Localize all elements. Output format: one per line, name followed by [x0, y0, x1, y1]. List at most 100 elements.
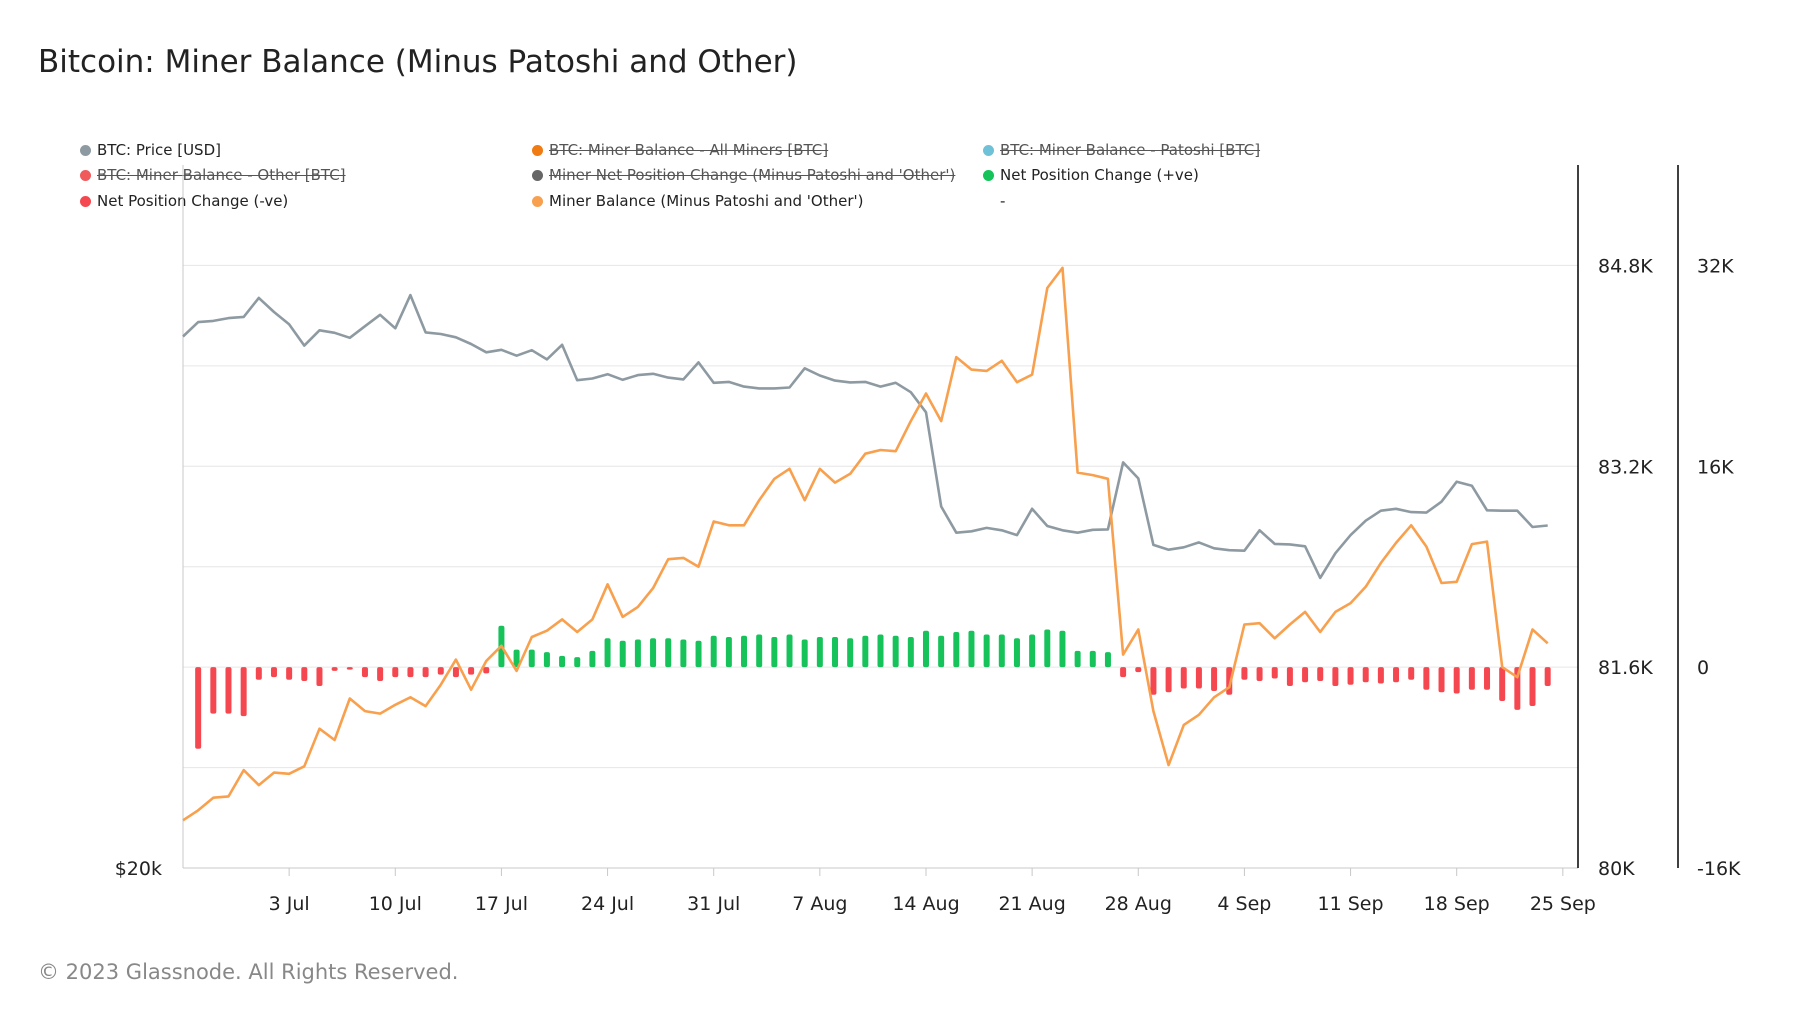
net-position-bar	[1468, 667, 1475, 690]
legend-item[interactable]: Miner Net Position Change (Minus Patoshi…	[532, 166, 955, 184]
legend-dot-icon	[80, 144, 91, 156]
net-position-bar	[907, 637, 914, 668]
net-position-bar	[1211, 667, 1218, 691]
legend-item[interactable]: Net Position Change (+ve)	[983, 166, 1199, 184]
net-position-bar	[543, 652, 550, 668]
net-position-bar	[1286, 667, 1293, 686]
net-position-bar	[1393, 667, 1400, 683]
net-position-bar	[513, 649, 520, 668]
legend-item[interactable]: BTC: Miner Balance - Other [BTC]	[80, 166, 346, 184]
net-position-bar	[437, 667, 444, 675]
net-position-bar	[922, 630, 929, 668]
net-position-bar	[1241, 667, 1248, 680]
legend-dot-icon	[80, 169, 91, 181]
net-position-bar	[195, 667, 202, 749]
net-position-bar	[422, 667, 429, 678]
x-tick-label: 18 Sep	[1424, 893, 1490, 915]
balance-tick-label: 81.6K	[1598, 657, 1653, 679]
net-position-bar	[346, 667, 353, 670]
net-position-bar	[589, 650, 596, 668]
legend-item[interactable]: Miner Balance (Minus Patoshi and 'Other'…	[532, 192, 864, 210]
chart-axes	[182, 165, 1679, 869]
net-position-bar	[1438, 667, 1445, 693]
net-position-bar	[756, 634, 763, 668]
net-position-bar	[1514, 667, 1521, 710]
legend-item[interactable]: BTC: Miner Balance - All Miners [BTC]	[532, 141, 828, 159]
legend-dot-icon	[983, 144, 994, 156]
net-position-bar	[1484, 667, 1491, 690]
legend-dot-icon	[532, 195, 543, 207]
net-position-bar	[483, 667, 490, 674]
net-position-bar	[1362, 667, 1369, 683]
position-tick-label: 32K	[1697, 255, 1734, 277]
net-position-bar	[968, 630, 975, 668]
net-position-bar	[847, 638, 854, 668]
net-position-bar	[392, 667, 399, 678]
legend-dot-icon	[983, 169, 994, 181]
net-position-bar	[650, 638, 657, 668]
net-position-bar	[695, 640, 702, 668]
net-position-bar	[1150, 667, 1157, 695]
net-position-bar	[680, 639, 687, 668]
balance-tick-label: 80K	[1598, 858, 1635, 880]
net-position-bar	[665, 638, 672, 668]
net-position-bar	[1332, 667, 1339, 686]
x-tick-label: 28 Aug	[1105, 893, 1172, 915]
net-position-bar	[1089, 650, 1096, 668]
legend-item[interactable]: BTC: Miner Balance - Patoshi [BTC]	[983, 141, 1260, 159]
balance-tick-label: 84.8K	[1598, 255, 1653, 277]
x-tick-label: 21 Aug	[998, 893, 1065, 915]
legend-item[interactable]: -	[983, 192, 1005, 210]
legend-dot-icon	[532, 169, 543, 181]
x-tick-label: 10 Jul	[369, 893, 422, 915]
net-position-bar	[1256, 667, 1263, 681]
net-position-bar	[255, 667, 262, 680]
x-tick-label: 11 Sep	[1318, 893, 1384, 915]
net-position-bar	[938, 635, 945, 668]
net-position-bar	[1529, 667, 1536, 707]
net-position-bar	[1271, 667, 1278, 679]
legend-label: BTC: Miner Balance - Patoshi [BTC]	[1000, 141, 1261, 159]
position-tick-label: -16K	[1697, 858, 1741, 880]
net-position-bar	[1165, 667, 1172, 693]
legend-label: Miner Balance (Minus Patoshi and 'Other'…	[549, 192, 864, 210]
net-position-bar	[786, 634, 793, 668]
price-tick-label: $20k	[115, 858, 162, 880]
net-position-bar	[301, 667, 308, 681]
net-position-bar	[832, 637, 839, 668]
net-position-bar	[710, 635, 717, 668]
net-position-bar	[1074, 650, 1081, 668]
legend-label: Net Position Change (-ve)	[97, 192, 289, 210]
net-position-bar	[953, 631, 960, 668]
net-position-bar	[862, 635, 869, 668]
net-position-bar	[801, 639, 808, 668]
net-position-bar	[1135, 667, 1142, 673]
net-position-bar	[1347, 667, 1354, 685]
net-position-bar	[1453, 667, 1460, 694]
legend-label: BTC: Price [USD]	[97, 141, 221, 159]
legend-label: Net Position Change (+ve)	[1000, 166, 1199, 184]
net-position-bar	[1195, 667, 1202, 689]
legend-item[interactable]: Net Position Change (-ve)	[80, 192, 288, 210]
chart-legend: BTC: Price [USD] BTC: Miner Balance - All…	[80, 141, 1280, 221]
net-position-bar	[377, 667, 384, 681]
net-position-bar	[270, 667, 277, 678]
net-position-bar	[1302, 667, 1309, 683]
net-position-bar	[407, 667, 414, 678]
net-position-bar	[816, 637, 823, 668]
legend-label: BTC: Miner Balance - All Miners [BTC]	[549, 141, 829, 159]
net-position-bar	[574, 657, 581, 668]
position-tick-label: 16K	[1697, 456, 1734, 478]
net-position-bar	[286, 667, 293, 680]
x-tick-label: 31 Jul	[687, 893, 740, 915]
net-position-bar	[877, 634, 884, 668]
legend-item[interactable]: BTC: Price [USD]	[80, 141, 221, 159]
net-position-bar	[1029, 634, 1036, 668]
net-position-bar	[316, 667, 323, 686]
series-lines	[182, 266, 1549, 822]
net-position-bar	[1120, 667, 1127, 678]
net-position-bar	[892, 635, 899, 668]
x-tick-label: 3 Jul	[269, 893, 310, 915]
net-position-bar	[998, 634, 1005, 668]
